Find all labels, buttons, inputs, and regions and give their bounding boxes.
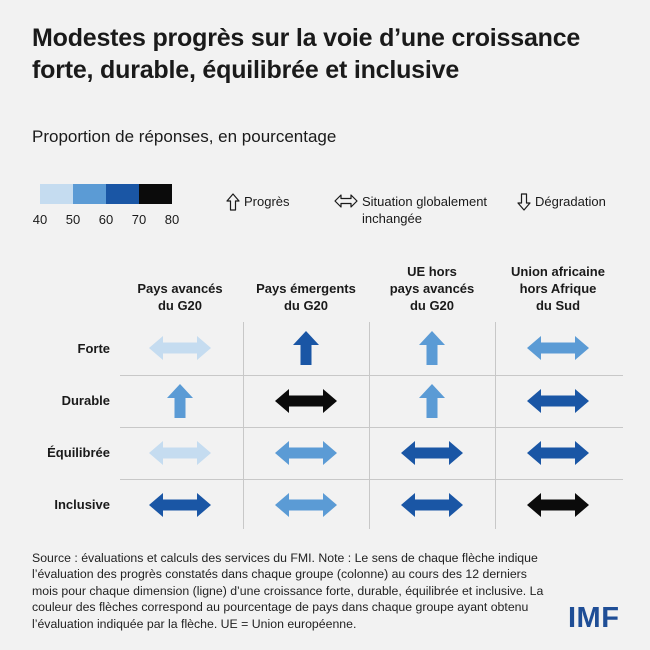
legend-unchanged: Situation globalement inchangée bbox=[334, 193, 487, 227]
matrix-cell bbox=[117, 375, 243, 427]
left-right-arrow-icon bbox=[275, 493, 337, 517]
arrow-mark bbox=[419, 384, 445, 418]
chart-title: Modestes progrès sur la voie d’une crois… bbox=[32, 24, 581, 84]
left-right-arrow-icon bbox=[275, 389, 337, 413]
column-header-line: du G20 bbox=[157, 298, 203, 313]
imf-logo: IMF bbox=[568, 602, 620, 634]
arrow-mark bbox=[275, 441, 337, 465]
up-arrow-outline-icon bbox=[226, 193, 240, 211]
row-label: Inclusive bbox=[54, 497, 110, 512]
column-header: Union africaine hors Afrique du Sud bbox=[495, 262, 621, 314]
matrix-cell bbox=[495, 322, 621, 374]
matrix-cell bbox=[369, 322, 495, 374]
column-header-line: du Sud bbox=[535, 298, 581, 313]
scale-bin-70-80 bbox=[139, 184, 172, 204]
scale-tick: 60 bbox=[98, 212, 114, 227]
arrow-mark bbox=[149, 441, 211, 465]
arrow-mark bbox=[275, 389, 337, 413]
column-header-line: Pays avancés bbox=[137, 281, 223, 296]
left-right-arrow-outline-icon bbox=[334, 194, 358, 208]
scale-tick: 70 bbox=[131, 212, 147, 227]
arrow-mark bbox=[401, 441, 463, 465]
left-right-arrow-icon bbox=[527, 336, 589, 360]
up-arrow-icon bbox=[419, 331, 445, 365]
chart-subtitle: Proportion de réponses, en pourcentage bbox=[32, 127, 337, 146]
matrix-cell bbox=[369, 479, 495, 531]
arrow-mark bbox=[527, 389, 589, 413]
grid-line bbox=[120, 479, 623, 480]
arrow-mark bbox=[527, 441, 589, 465]
grid-line bbox=[120, 375, 623, 376]
legend-progress: Progrès bbox=[226, 193, 290, 211]
legend-progress-label: Progrès bbox=[244, 194, 290, 209]
column-header: Pays émergents du G20 bbox=[243, 262, 369, 314]
arrow-mark bbox=[275, 493, 337, 517]
arrow-mark bbox=[149, 493, 211, 517]
arrow-mark bbox=[149, 336, 211, 360]
arrow-mark bbox=[527, 493, 589, 517]
arrow-mark bbox=[293, 331, 319, 365]
column-header-line: UE hors bbox=[407, 264, 457, 279]
matrix-cell bbox=[369, 427, 495, 479]
up-arrow-icon bbox=[419, 384, 445, 418]
down-arrow-outline-icon bbox=[517, 193, 531, 211]
scale-tick: 80 bbox=[164, 212, 180, 227]
matrix-cell bbox=[117, 479, 243, 531]
column-header-line: hors Afrique bbox=[519, 281, 597, 296]
matrix-cell bbox=[495, 427, 621, 479]
matrix-cell bbox=[243, 322, 369, 374]
column-header-line: Pays émergents bbox=[256, 281, 356, 296]
legend-unchanged-label-2: inchangée bbox=[362, 211, 422, 226]
source-note: Source : évaluations et calculs des serv… bbox=[32, 551, 544, 631]
scale-bin-40-50 bbox=[40, 184, 73, 204]
left-right-arrow-icon bbox=[149, 441, 211, 465]
matrix-cell bbox=[495, 375, 621, 427]
left-right-arrow-icon bbox=[401, 441, 463, 465]
matrix-cell bbox=[369, 375, 495, 427]
up-arrow-icon bbox=[167, 384, 193, 418]
row-label: Équilibrée bbox=[47, 445, 110, 460]
scale-tick: 50 bbox=[65, 212, 81, 227]
column-header: UE hors pays avancés du G20 bbox=[369, 262, 495, 314]
legend-unchanged-label-1: Situation globalement bbox=[362, 194, 488, 209]
matrix-cell bbox=[243, 479, 369, 531]
scale-bin-50-60 bbox=[73, 184, 106, 204]
grid-line bbox=[369, 322, 370, 529]
matrix-cell bbox=[495, 479, 621, 531]
left-right-arrow-icon bbox=[149, 493, 211, 517]
color-scale bbox=[40, 184, 172, 204]
left-right-arrow-icon bbox=[527, 493, 589, 517]
left-right-arrow-icon bbox=[401, 493, 463, 517]
arrow-mark bbox=[401, 493, 463, 517]
matrix-cell bbox=[117, 427, 243, 479]
row-label: Forte bbox=[77, 341, 111, 356]
grid-line bbox=[495, 322, 496, 529]
up-arrow-icon bbox=[293, 331, 319, 365]
matrix-cell bbox=[117, 322, 243, 374]
matrix-cell bbox=[243, 375, 369, 427]
left-right-arrow-icon bbox=[527, 389, 589, 413]
arrow-mark bbox=[419, 331, 445, 365]
column-header-line: du G20 bbox=[283, 298, 329, 313]
column-header: Pays avancés du G20 bbox=[117, 262, 243, 314]
grid-line bbox=[243, 322, 244, 529]
left-right-arrow-icon bbox=[527, 441, 589, 465]
legend-degradation: Dégradation bbox=[517, 193, 606, 211]
arrow-mark bbox=[167, 384, 193, 418]
matrix-cell bbox=[243, 427, 369, 479]
column-header-line: pays avancés bbox=[389, 281, 475, 296]
scale-bin-60-70 bbox=[106, 184, 139, 204]
column-header-line: Union africaine bbox=[511, 264, 605, 279]
scale-tick: 40 bbox=[32, 212, 48, 227]
left-right-arrow-icon bbox=[275, 441, 337, 465]
column-header-line: du G20 bbox=[409, 298, 455, 313]
legend-degradation-label: Dégradation bbox=[535, 194, 606, 209]
left-right-arrow-icon bbox=[149, 336, 211, 360]
arrow-mark bbox=[527, 336, 589, 360]
row-label: Durable bbox=[61, 393, 110, 408]
grid-line bbox=[120, 427, 623, 428]
